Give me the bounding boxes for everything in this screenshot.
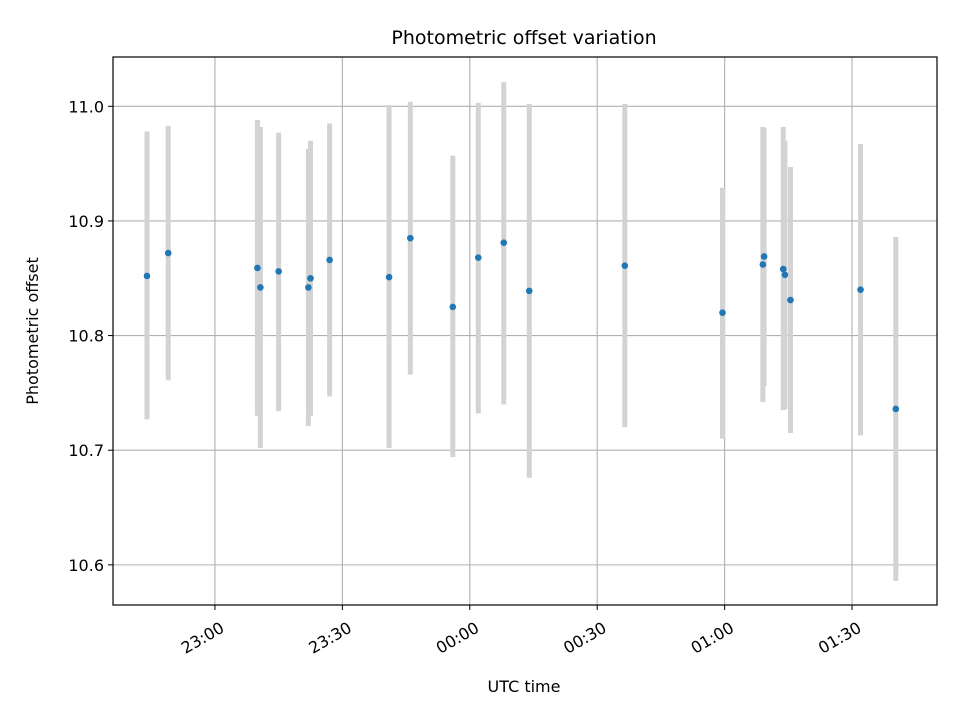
data-point [275, 268, 282, 275]
data-point [474, 254, 482, 261]
data-point [305, 284, 312, 291]
data-point [760, 253, 768, 260]
data-point [719, 309, 726, 316]
data-point [781, 271, 789, 279]
y-tick-label: 10.7 [68, 441, 104, 460]
data-point [164, 249, 172, 257]
y-tick-label: 10.6 [68, 556, 104, 575]
grid-lines [113, 57, 937, 605]
data-point [621, 262, 629, 269]
data-point [254, 264, 261, 272]
data-point [326, 256, 333, 264]
data-point [857, 286, 864, 294]
x-axis-label: UTC time [488, 677, 561, 696]
y-tick-label: 10.9 [68, 212, 104, 231]
y-axis-label: Photometric offset [23, 257, 42, 405]
data-point [407, 234, 414, 242]
data-point [449, 303, 457, 311]
y-tick-label: 10.8 [68, 327, 104, 346]
data-points [143, 234, 900, 413]
data-point [787, 296, 794, 304]
data-point [143, 272, 151, 280]
y-tick-label: 11.0 [68, 97, 104, 116]
data-point [385, 273, 393, 281]
y-axis-ticks: 10.6 10.7 10.8 10.9 11.0 [68, 97, 113, 575]
data-point [525, 287, 533, 295]
chart-title: Photometric offset variation [391, 27, 656, 49]
data-point [257, 284, 264, 291]
data-point [500, 239, 508, 247]
data-point [892, 405, 900, 413]
plot-frame [112, 56, 938, 606]
data-point [779, 265, 787, 273]
data-point [759, 261, 767, 268]
data-point [307, 274, 314, 282]
